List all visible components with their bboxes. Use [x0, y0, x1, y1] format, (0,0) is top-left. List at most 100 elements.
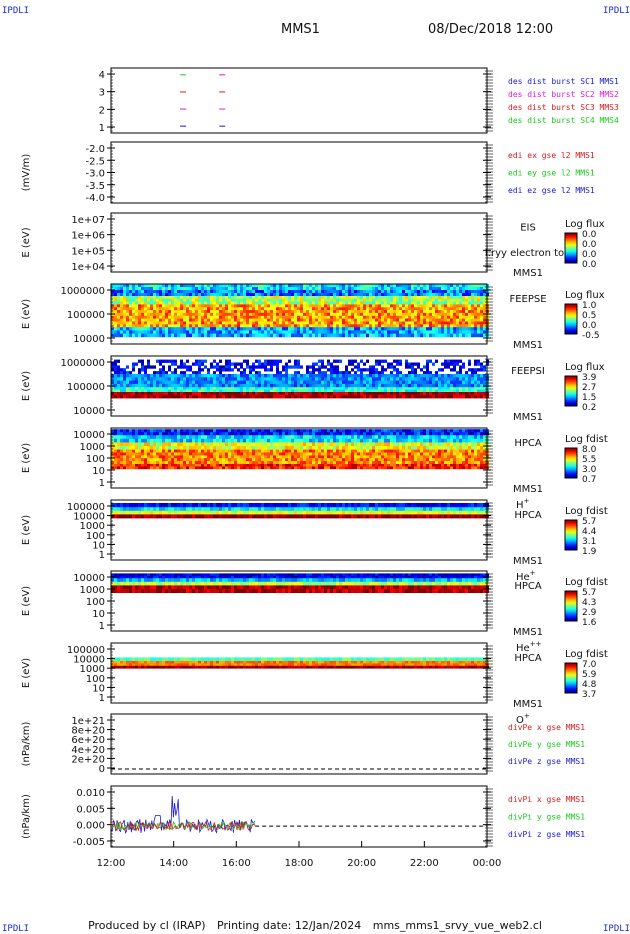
- spectrogram-cell: [120, 461, 123, 465]
- spectrogram-cell: [129, 312, 132, 317]
- spectrogram-cell: [156, 359, 159, 363]
- spectrogram-cell: [375, 304, 378, 308]
- spectrogram-cell: [138, 435, 141, 440]
- spectrogram-cell: [150, 435, 153, 440]
- spectrogram-cell: [261, 321, 264, 325]
- spectrogram-cell: [414, 290, 417, 294]
- spectrogram-cell: [147, 438, 150, 443]
- spectrogram-cell: [396, 324, 399, 328]
- spectrogram-cell: [483, 333, 486, 338]
- spectrogram-cell: [441, 392, 444, 396]
- spectrogram-cell: [228, 464, 231, 467]
- spectrogram-cell: [342, 321, 345, 325]
- spectrogram-cell: [297, 452, 300, 456]
- spectrogram-cell: [243, 307, 246, 311]
- spectrogram-cell: [462, 333, 465, 338]
- spectrogram-cell: [318, 307, 321, 311]
- spectrogram-cell: [168, 330, 171, 334]
- spectrogram-cell: [405, 315, 408, 320]
- spectrogram-cell: [264, 389, 267, 393]
- spectrogram-cell: [453, 310, 456, 314]
- spectrogram-cell: [288, 290, 291, 294]
- spectrogram-cell: [369, 287, 372, 291]
- spectrogram-cell: [279, 298, 282, 302]
- spectrogram-cell: [261, 310, 264, 314]
- spectrogram-cell: [315, 330, 318, 334]
- spectrogram-cell: [378, 318, 381, 322]
- spectrogram-cell: [411, 333, 414, 338]
- spectrogram-cell: [468, 374, 471, 378]
- spectrogram-cell: [306, 365, 309, 369]
- spectrogram-cell: [255, 452, 258, 456]
- spectrogram-cell: [273, 310, 276, 314]
- spectrogram-cell: [378, 304, 381, 308]
- spectrogram-cell: [204, 377, 207, 381]
- spectrogram-cell: [348, 330, 351, 334]
- spectrogram-cell: [279, 301, 282, 305]
- spectrogram-cell: [345, 293, 348, 297]
- spectrogram-cell: [456, 315, 459, 320]
- spectrogram-cell: [384, 293, 387, 297]
- spectrogram-cell: [450, 389, 453, 393]
- spectrogram-cell: [114, 389, 117, 393]
- spectrogram-cell: [318, 287, 321, 291]
- spectrogram-cell: [345, 301, 348, 305]
- spectrogram-cell: [120, 321, 123, 325]
- spectrogram-cell: [318, 466, 321, 470]
- spectrogram-cell: [186, 318, 189, 322]
- spectrogram-cell: [312, 307, 315, 311]
- spectrogram-cell: [300, 310, 303, 314]
- spectrogram-cell: [327, 452, 330, 456]
- spectrogram-cell: [465, 380, 468, 385]
- spectrogram-cell: [189, 455, 192, 459]
- spectrogram-cell: [198, 321, 201, 325]
- spectrogram-cell: [450, 290, 453, 294]
- spectrogram-cell: [285, 290, 288, 294]
- spectrogram-cell: [315, 464, 318, 467]
- spectrogram-cell: [330, 387, 333, 390]
- spectrogram-cell: [210, 392, 213, 396]
- spectrogram-cell: [150, 432, 153, 436]
- spectrogram-cell: [348, 296, 351, 300]
- spectrogram-cell: [267, 380, 270, 385]
- spectrogram-cell: [201, 324, 204, 328]
- colorbar-label: 0.5: [582, 311, 596, 321]
- spectrogram-cell: [396, 371, 399, 375]
- spectrogram-cell: [156, 458, 159, 462]
- spectrogram-cell: [183, 442, 186, 447]
- spectrogram-cell: [231, 315, 234, 320]
- spectrogram-cell: [354, 389, 357, 393]
- spectrogram-cell: [408, 371, 411, 375]
- spectrogram-cell: [228, 392, 231, 396]
- spectrogram-cell: [222, 395, 225, 399]
- spectrogram-cell: [252, 452, 255, 456]
- spectrogram-cell: [144, 442, 147, 447]
- spectrogram-cell: [345, 290, 348, 294]
- spectrogram-cell: [120, 296, 123, 300]
- spectrogram-cell: [288, 324, 291, 328]
- spectrogram-cell: [198, 362, 201, 366]
- spectrogram-cell: [159, 438, 162, 443]
- spectrogram-cell: [180, 442, 183, 447]
- spectrogram-cell: [198, 389, 201, 393]
- spectrogram-cell: [387, 290, 390, 294]
- spectrogram-cell: [465, 324, 468, 328]
- spectrogram-cell: [345, 435, 348, 440]
- spectrogram-cell: [402, 374, 405, 378]
- spectrogram-cell: [474, 333, 477, 338]
- spectrogram-cell: [117, 310, 120, 314]
- spectrogram-cell: [210, 377, 213, 381]
- spectrogram-cell: [201, 330, 204, 334]
- spectrogram-cell: [297, 304, 300, 308]
- spectrogram-cell: [423, 315, 426, 320]
- spectrogram-cell: [405, 287, 408, 291]
- spectrogram-cell: [153, 374, 156, 378]
- spectrogram-cell: [213, 293, 216, 297]
- spectrogram-cell: [129, 461, 132, 465]
- spectrogram-cell: [138, 466, 141, 470]
- spectrogram-cell: [123, 371, 126, 375]
- spectrogram-cell: [153, 466, 156, 470]
- spectrogram-cell: [468, 312, 471, 317]
- spectrogram-cell: [288, 365, 291, 369]
- spectrogram-cell: [408, 287, 411, 291]
